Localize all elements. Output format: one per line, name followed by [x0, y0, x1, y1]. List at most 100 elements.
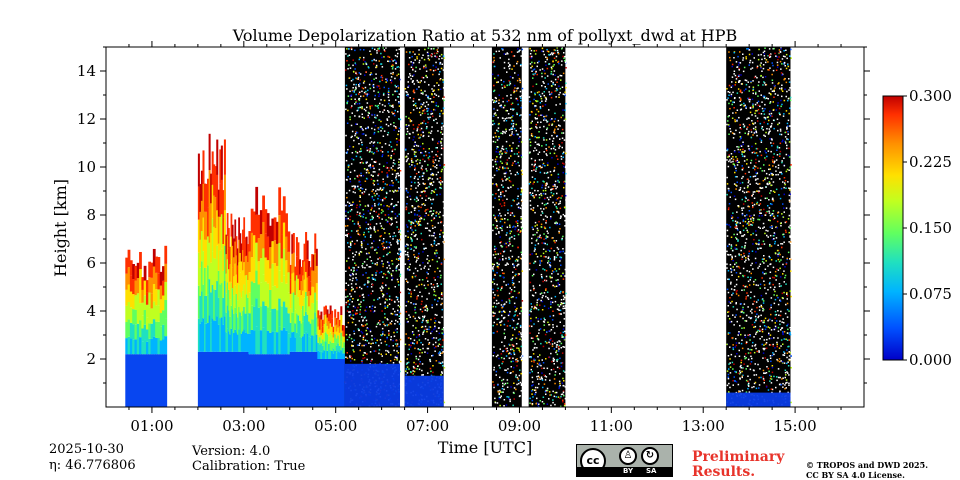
noise-speck: [565, 161, 567, 163]
noise-speck: [556, 192, 558, 195]
cloud-band: [302, 321, 305, 337]
noise-speck: [553, 211, 555, 213]
noise-speck: [495, 50, 498, 53]
noise-speck: [406, 130, 409, 133]
noise-speck: [353, 269, 355, 272]
boundary-layer: [239, 351, 242, 407]
noise-speck: [500, 353, 503, 355]
noise-speck: [561, 132, 563, 134]
noise-speck: [362, 63, 365, 65]
noise-speck: [379, 323, 381, 326]
cloud-band: [208, 170, 211, 207]
noise-speck: [365, 71, 367, 73]
noise-speck: [510, 353, 512, 355]
noise-speck: [422, 142, 424, 145]
noise-speck: [520, 97, 522, 99]
cloud-band: [306, 314, 309, 334]
cloud-band: [289, 337, 292, 352]
noise-speck: [492, 315, 494, 317]
noise-speck: [389, 141, 392, 143]
cloud-band: [227, 269, 230, 290]
noise-speck: [398, 315, 401, 317]
noise-speck: [410, 61, 412, 63]
noise-speck: [371, 277, 374, 279]
noise-speck: [507, 209, 509, 211]
noise-speck: [373, 131, 376, 134]
noise-speck: [558, 223, 561, 225]
boundary-layer: [323, 359, 326, 407]
noise-speck: [538, 159, 541, 161]
cloud-band: [220, 283, 223, 318]
noise-speck: [414, 155, 416, 157]
cloud-band: [236, 334, 239, 352]
cloud-band: [311, 254, 314, 271]
noise-speck: [398, 345, 400, 348]
noise-speck: [544, 269, 546, 271]
noise-speck: [494, 197, 496, 199]
noise-speck: [362, 209, 364, 211]
noise-speck: [544, 333, 547, 336]
noise-speck: [426, 307, 428, 310]
noise-speck: [356, 132, 359, 134]
noise-speck: [368, 281, 370, 283]
noise-speck: [410, 302, 412, 304]
cloud-band: [321, 332, 324, 340]
noise-speck: [494, 217, 496, 220]
noise-speck: [426, 330, 428, 333]
noise-speck: [346, 225, 349, 227]
cloud-band: [326, 317, 329, 326]
noise-speck: [561, 237, 563, 240]
noise-speck: [508, 157, 510, 159]
noise-speck: [531, 65, 533, 68]
noise-speck: [399, 66, 402, 69]
noise-speck: [517, 187, 519, 190]
noise-speck: [414, 317, 416, 320]
noise-speck: [502, 167, 504, 170]
noise-speck: [536, 402, 539, 404]
cloud-band: [309, 281, 312, 296]
cloud-band: [220, 145, 223, 180]
noise-speck: [561, 336, 563, 338]
noise-speck: [354, 49, 356, 52]
noise-speck: [416, 107, 418, 109]
noise-speck: [555, 202, 557, 204]
noise-speck: [530, 208, 532, 210]
noise-speck: [495, 219, 497, 221]
noise-speck: [540, 260, 543, 262]
noise-speck: [435, 255, 438, 257]
noise-speck: [546, 182, 548, 184]
noise-speck: [351, 288, 353, 291]
noise-speck: [423, 102, 425, 104]
cloud-band: [264, 257, 268, 282]
noise-speck: [540, 192, 542, 195]
noise-speck: [544, 390, 547, 393]
noise-speck: [529, 310, 531, 312]
cloud-band: [269, 289, 272, 312]
noise-speck: [560, 155, 563, 158]
noise-speck: [433, 119, 435, 121]
noise-speck: [426, 95, 429, 97]
data-segment: [248, 186, 291, 407]
noise-speck: [428, 148, 430, 150]
noise-speck: [534, 163, 536, 166]
noise-speck: [376, 86, 379, 88]
cloud-band: [222, 270, 225, 298]
noise-speck: [370, 360, 372, 362]
noise-speck: [536, 256, 539, 258]
noise-speck: [390, 105, 393, 107]
noise-speck: [368, 112, 370, 115]
noise-speck: [541, 186, 543, 189]
noise-speck: [543, 172, 546, 174]
cloud-band: [292, 252, 295, 273]
noise-speck: [376, 179, 379, 182]
noise-speck: [557, 210, 559, 213]
noise-speck: [429, 69, 432, 71]
noise-speck: [535, 307, 538, 310]
noise-speck: [433, 239, 436, 242]
cloud-band: [245, 313, 248, 333]
noise-speck: [418, 368, 421, 371]
noise-speck: [496, 265, 499, 267]
noise-speck: [415, 234, 417, 236]
cloud-band: [244, 313, 247, 333]
noise-speck: [508, 300, 511, 302]
